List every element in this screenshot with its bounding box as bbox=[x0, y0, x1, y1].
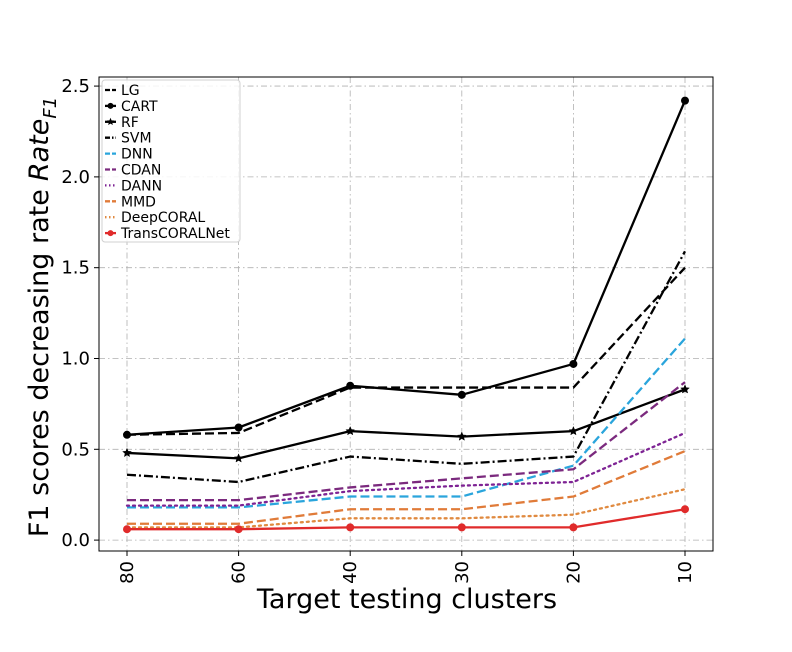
legend-label-mmd: MMD bbox=[121, 194, 156, 210]
legend-label-transcoralnet: TransCORALNet bbox=[120, 226, 230, 242]
y-tick-label: 0.5 bbox=[61, 439, 90, 460]
data-point-transcoralnet bbox=[569, 523, 578, 532]
series-line-dann bbox=[125, 431, 687, 507]
data-point-cart bbox=[234, 423, 243, 432]
x-tick-label: 80 bbox=[117, 561, 138, 584]
legend-box bbox=[101, 79, 241, 243]
legend-marker-rf bbox=[106, 117, 115, 126]
legend-label-cdan: CDAN bbox=[121, 163, 161, 179]
data-point-rf bbox=[345, 425, 356, 436]
x-tick-label: 60 bbox=[229, 561, 250, 584]
series-line-cdan bbox=[127, 381, 686, 502]
series-line-dnn bbox=[127, 337, 686, 509]
series-line-lg bbox=[126, 266, 686, 436]
legend-marker-cart bbox=[107, 102, 114, 109]
legend-marker-transcoralnet bbox=[107, 230, 114, 237]
legend-label-lg: LG bbox=[121, 83, 140, 99]
legend-label-rf: RF bbox=[121, 115, 139, 131]
y-axis-label-subscript: F1 bbox=[40, 97, 61, 119]
series-line-mmd bbox=[127, 450, 686, 525]
x-tick-label: 40 bbox=[340, 561, 361, 584]
y-tick-label: 1.0 bbox=[61, 348, 90, 369]
legend-label-dann: DANN bbox=[121, 178, 162, 194]
data-point-rf bbox=[568, 425, 579, 436]
x-axis-label: Target testing clusters bbox=[256, 584, 557, 615]
data-point-transcoralnet bbox=[346, 523, 355, 532]
y-axis-label-math: Rate bbox=[24, 119, 55, 182]
data-point-rf bbox=[122, 447, 132, 458]
data-point-cart bbox=[569, 359, 578, 368]
series-line-transcoralnet bbox=[127, 508, 686, 531]
x-tick-label: 30 bbox=[452, 561, 473, 584]
legend-label-cart: CART bbox=[121, 99, 158, 115]
series-line-svm bbox=[126, 250, 687, 484]
data-point-cart bbox=[681, 96, 689, 105]
data-point-transcoralnet bbox=[234, 525, 243, 534]
data-point-rf bbox=[233, 453, 244, 463]
y-axis-label: F1 scores decreasing rate RateF1 bbox=[24, 97, 61, 537]
data-point-cart bbox=[457, 390, 466, 399]
data-point-cart bbox=[123, 430, 131, 439]
y-tick-label: 1.5 bbox=[61, 258, 90, 279]
plot-area-frame bbox=[98, 76, 714, 552]
grid bbox=[99, 77, 713, 551]
data-point-transcoralnet bbox=[681, 505, 689, 514]
series-line-deepcoral bbox=[125, 488, 687, 529]
svg-text:F1 scores decreasing rateRateF: F1 scores decreasing rate RateF1 bbox=[24, 97, 61, 537]
x-axis-ticks: 80 60 40 30 20 10 bbox=[117, 551, 696, 584]
series-line-cart bbox=[126, 100, 687, 436]
data-point-transcoralnet bbox=[457, 523, 466, 532]
y-tick-label: 0.0 bbox=[61, 530, 90, 551]
legend-label-deepcoral: DeepCORAL bbox=[121, 210, 205, 226]
series-lines bbox=[122, 96, 690, 534]
y-axis-ticks: 0.0 0.5 1.0 1.5 2.0 2.5 bbox=[61, 76, 99, 551]
legend-label-dnn: DNN bbox=[121, 147, 153, 163]
legend-label-svm: SVM bbox=[121, 131, 152, 147]
x-tick-label: 20 bbox=[563, 561, 584, 584]
x-tick-label: 10 bbox=[675, 561, 696, 584]
data-point-transcoralnet bbox=[123, 525, 131, 534]
data-point-rf bbox=[456, 431, 467, 441]
data-point-rf bbox=[680, 384, 690, 394]
y-axis-label-text: F1 scores decreasing rate bbox=[24, 189, 55, 537]
legend: LGCARTRFSVMDNNCDANDANNMMDDeepCORALTransC… bbox=[101, 79, 241, 243]
y-tick-label: 2.5 bbox=[61, 76, 90, 97]
series-line-rf bbox=[126, 388, 686, 460]
y-tick-label: 2.0 bbox=[61, 167, 90, 188]
data-point-cart bbox=[346, 381, 355, 390]
